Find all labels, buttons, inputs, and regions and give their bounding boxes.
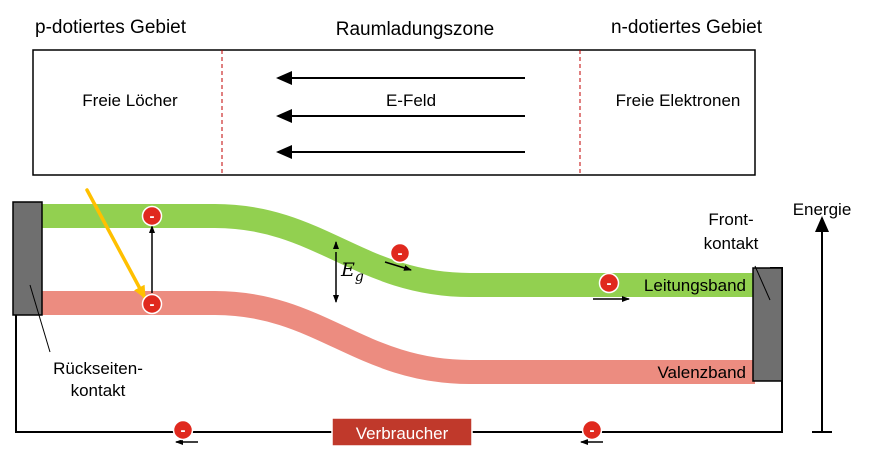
e-field-label: E-Feld [386, 91, 436, 110]
svg-text:-: - [150, 208, 155, 225]
back-contact [13, 202, 42, 315]
front-contact-label-line1: Front- [708, 210, 753, 229]
svg-text:-: - [590, 422, 595, 439]
conduction-band-label: Leitungsband [644, 276, 746, 295]
electron-icon: - [143, 207, 162, 226]
electron-icon: - [600, 274, 619, 293]
electron-icon: - [143, 295, 162, 314]
p-region-text: Freie Löcher [82, 91, 178, 110]
load-label: Verbraucher [356, 424, 449, 443]
back-contact-label-line1: Rückseiten- [53, 359, 143, 378]
electron-icon: - [583, 421, 602, 440]
depletion-zone-title: Raumladungszone [336, 19, 494, 40]
front-contact-label-line2: kontakt [704, 234, 759, 253]
front-contact [753, 268, 782, 381]
svg-text:-: - [181, 422, 186, 439]
energy-axis-label: Energie [793, 200, 852, 219]
back-contact-label-line2: kontakt [71, 381, 126, 400]
electron-icon: - [391, 244, 410, 263]
n-region-text: Freie Elektronen [616, 91, 741, 110]
n-region-title: n-dotiertes Gebiet [611, 17, 763, 38]
svg-text:-: - [607, 275, 612, 292]
svg-text:-: - [150, 296, 155, 313]
svg-text:-: - [398, 245, 403, 262]
junction-box [33, 50, 755, 175]
valence-band [40, 303, 755, 372]
valence-band-label: Valenzband [657, 363, 746, 382]
electron-icon: - [174, 421, 193, 440]
p-region-title: p-dotiertes Gebiet [35, 17, 187, 38]
